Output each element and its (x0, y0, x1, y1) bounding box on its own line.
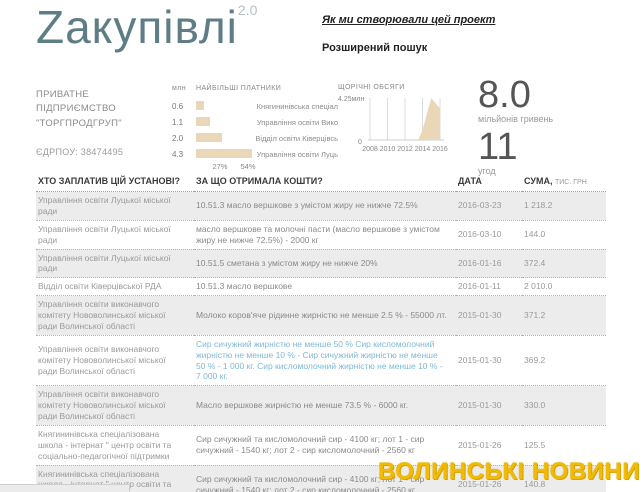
area-chart-year-tick: 2016 (430, 146, 450, 153)
area-chart-plot: 4.25млн 0 20082010201220142016 (338, 94, 458, 158)
cell-date: 2015-01-30 (456, 335, 522, 386)
area-chart-x-ticks: 20082010201220142016 (366, 146, 446, 156)
area-chart-svg (366, 94, 446, 146)
bar-chart-title: НАЙБІЛЬШІ ПЛАТНИКИ (196, 85, 281, 92)
bar[interactable] (196, 101, 204, 110)
table-row: Управління освіти виконавчого комітету Н… (36, 296, 606, 336)
bar-value: 1.1 (172, 118, 196, 127)
column-header-sum-main: СУМА, (524, 176, 552, 186)
cell-payer: Управління освіти Луцької міської ради (36, 249, 194, 278)
column-header-description: ЗА ЩО ОТРИМАЛА КОШТИ? (194, 172, 456, 192)
area-chart-title: ЩОРІЧНІ ОБСЯГИ (338, 84, 458, 91)
table-row: Управління освіти Луцької міської радима… (36, 220, 606, 249)
bar-axis-tick-54: 54% (236, 162, 260, 171)
table-row: Управління освіти виконавчого комітету Н… (36, 386, 606, 426)
cell-sum: 2 010.0 (522, 278, 606, 296)
bar-value: 2.0 (172, 134, 196, 143)
cell-date: 2016-03-23 (456, 192, 522, 221)
table-row: Відділ освіти Ківерцівської РДА10.51.3 м… (36, 278, 606, 296)
logo-version: 2.0 (238, 2, 257, 18)
cell-payer: Управління освіти виконавчого комітету Н… (36, 296, 194, 336)
company-edrpou: ЄДРПОУ: 38474495 (36, 147, 166, 157)
cell-sum: 1 218.2 (522, 192, 606, 221)
bar-category-label: Княгининівська спеціал (252, 102, 338, 111)
cell-date: 2016-01-16 (456, 249, 522, 278)
cell-payer: Управління освіти Луцької міської ради (36, 220, 194, 249)
bar[interactable] (196, 149, 252, 158)
totals-block: 8.0 мільйонів гривень 11 угод (478, 76, 553, 180)
cell-description: 10.51.3 масло вершкове (194, 278, 456, 296)
bar-category-label: Управління освіти Луць (252, 150, 338, 159)
page: Zакупівлі2.0 Як ми створювали цей проект… (0, 0, 640, 492)
bar-category-label: Відділ освіти Ківерцівсь (252, 134, 338, 143)
table-row: Управління освіти Луцької міської ради10… (36, 192, 606, 221)
cell-sum: 369.2 (522, 335, 606, 386)
logo-text: Zакупівлі (36, 1, 238, 53)
cell-payer: Відділ освіти Ківерцівської РДА (36, 278, 194, 296)
company-name: ПРИВАТНЕ ПІДПРИЄМСТВО "ТОРГПРОДГРУП" (36, 88, 166, 131)
cell-payer: Управління освіти виконавчого комітету Н… (36, 386, 194, 426)
bar-row: 2.0 Відділ освіти Ківерцівсь (172, 130, 338, 146)
biggest-payers-chart-header: млн НАЙБІЛЬШІ ПЛАТНИКИ (172, 85, 338, 92)
bar[interactable] (196, 117, 210, 126)
cell-date: 2015-01-30 (456, 296, 522, 336)
company-info: ПРИВАТНЕ ПІДПРИЄМСТВО "ТОРГПРОДГРУП" ЄДР… (36, 88, 166, 157)
column-header-sum: СУМА, ТИС. ГРН (522, 172, 606, 192)
cell-description: масло вершкове та молочні пасти (масло в… (194, 220, 456, 249)
bar-track (196, 98, 252, 114)
bar-category-label: Управління освіти Вико (252, 118, 338, 127)
partial-element (0, 484, 130, 492)
cell-payer: Княгининівська спеціалізована школа - ін… (36, 425, 194, 465)
table-header-row: ХТО ЗАПЛАТИВ ЦІЙ УСТАНОВІ? ЗА ЩО ОТРИМАЛ… (36, 172, 606, 192)
biggest-payers-chart: млн НАЙБІЛЬШІ ПЛАТНИКИ 0.6 Княгининівська… (172, 85, 338, 172)
cell-sum: 330.0 (522, 386, 606, 426)
bar[interactable] (196, 133, 222, 142)
annual-volumes-chart: ЩОРІЧНІ ОБСЯГИ 4.25млн 0 200820102012201… (338, 84, 458, 158)
bar-axis-tick-27: 27% (208, 162, 232, 171)
total-amount: 8.0 (478, 76, 553, 114)
cell-date: 2016-01-11 (456, 278, 522, 296)
cell-sum: 144.0 (522, 220, 606, 249)
cell-date: 2015-01-30 (456, 386, 522, 426)
area-chart-yzero-label: 0 (358, 139, 362, 146)
bar-row: 0.6 Княгининівська спеціал (172, 98, 338, 114)
column-header-date: ДАТА (456, 172, 522, 192)
cell-description: 10.51.5 сметана з умістом жиру не нижче … (194, 249, 456, 278)
bar-track (196, 114, 252, 130)
cell-description: Масло вершкове жирністю не менше 73.5 % … (194, 386, 456, 426)
bar-chart-rows: 0.6 Княгининівська спеціал 1.1 Управління о… (172, 98, 338, 162)
column-header-sum-unit: ТИС. ГРН (555, 179, 587, 186)
total-amount-label: мільйонів гривень (478, 114, 553, 124)
table-row: Управління освіти Луцької міської ради10… (36, 249, 606, 278)
bar-row: 4.3 Управління освіти Луць (172, 146, 338, 162)
watermark-volynski-novyny: ВОЛИНСЬКІ НОВИНИ (378, 458, 640, 486)
bar-track (196, 146, 252, 162)
bar-chart-unit-label: млн (172, 85, 196, 92)
table-row: Управління освіти виконавчого комітету Н… (36, 335, 606, 386)
advanced-search-link[interactable]: Розширений пошук (322, 42, 427, 54)
payments-table: ХТО ЗАПЛАТИВ ЦІЙ УСТАНОВІ? ЗА ЩО ОТРИМАЛ… (36, 172, 606, 492)
bar-track (196, 130, 252, 146)
cell-payer: Управління освіти виконавчого комітету Н… (36, 335, 194, 386)
bar-row: 1.1 Управління освіти Вико (172, 114, 338, 130)
about-project-link[interactable]: Як ми створювали цей проект (322, 14, 495, 26)
company-name-line2: "ТОРГПРОДГРУП" (36, 118, 122, 129)
cell-sum: 372.4 (522, 249, 606, 278)
company-name-line1: ПРИВАТНЕ ПІДПРИЄМСТВО (36, 89, 116, 114)
site-logo[interactable]: Zакупівлі2.0 (36, 0, 257, 54)
cell-description[interactable]: Сир сичужний жирністю не менше 50 % Сир … (194, 335, 456, 386)
column-header-payer: ХТО ЗАПЛАТИВ ЦІЙ УСТАНОВІ? (36, 172, 194, 192)
bar-chart-axis: 27% 54% (172, 162, 338, 172)
bar-value: 0.6 (172, 102, 196, 111)
cell-description: Молоко коров'яче рідинне жирністю не мен… (194, 296, 456, 336)
bar-value: 4.3 (172, 150, 196, 159)
area-chart-ymax-label: 4.25млн (338, 96, 364, 103)
cell-date: 2016-03-10 (456, 220, 522, 249)
cell-description: 10.51.3 масло вершкове з умістом жиру не… (194, 192, 456, 221)
cell-sum: 371.2 (522, 296, 606, 336)
total-deals: 11 (478, 128, 553, 166)
cell-payer: Управління освіти Луцької міської ради (36, 192, 194, 221)
